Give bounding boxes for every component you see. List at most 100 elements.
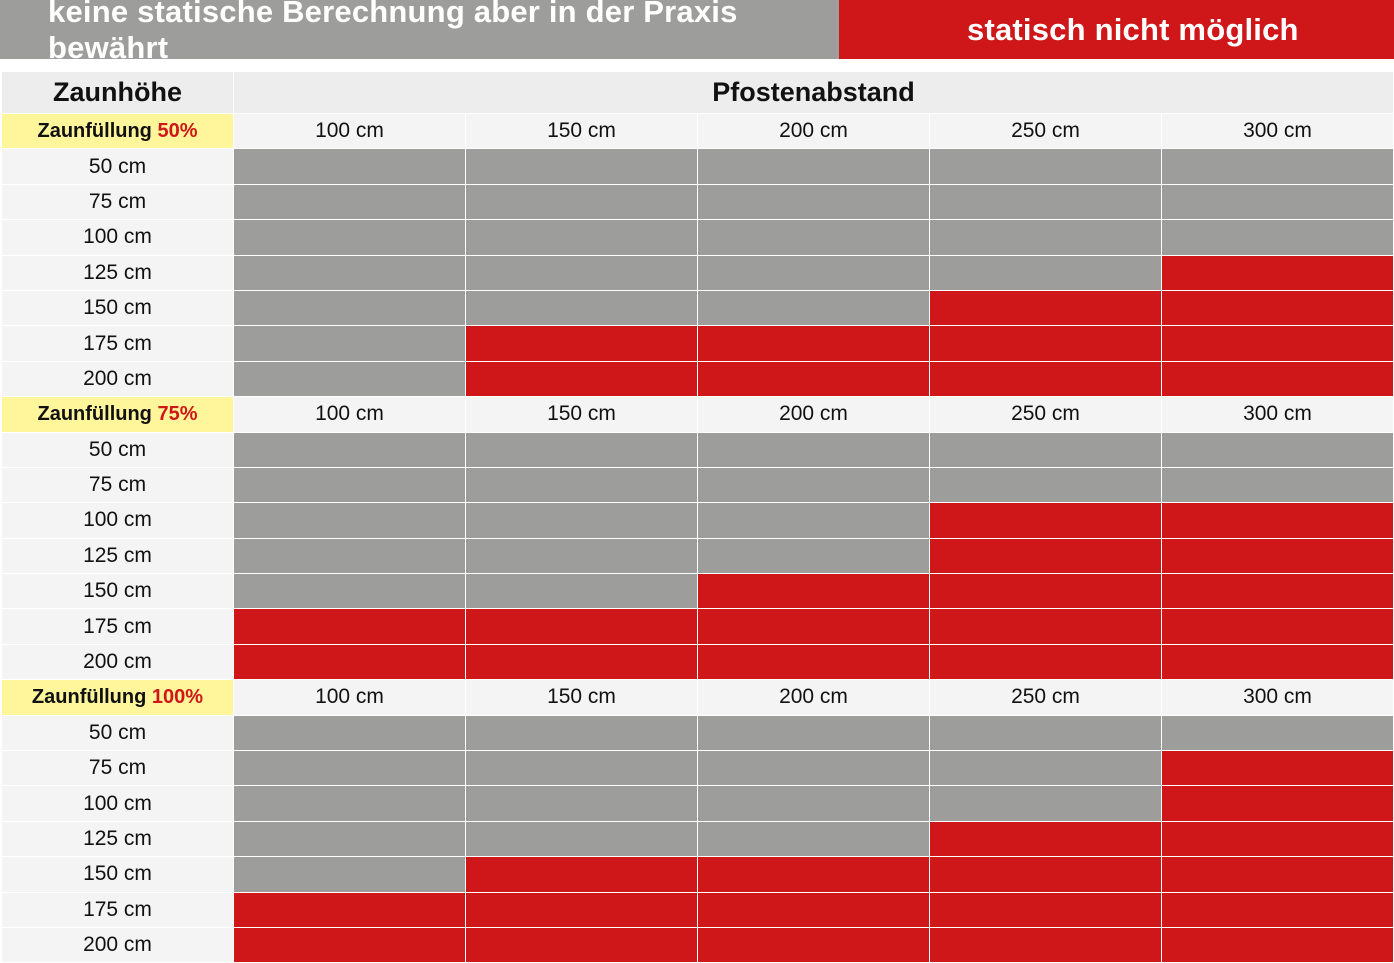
- status-cell-proven: [929, 785, 1162, 822]
- fill-percent: 100%: [151, 685, 204, 708]
- status-cell-not-possible: [1160, 856, 1394, 893]
- fence-height-label: 200 cm: [1, 926, 234, 963]
- table-row: 100 cm: [1, 502, 1394, 539]
- fence-height-label: 50 cm: [1, 148, 234, 185]
- status-cell-proven: [465, 254, 698, 291]
- status-cell-proven: [465, 750, 698, 787]
- status-cell-proven: [697, 183, 930, 221]
- status-cell-proven: [465, 431, 698, 468]
- status-cell-proven: [929, 431, 1162, 468]
- status-cell-proven: [233, 148, 466, 185]
- status-cell-proven: [233, 325, 466, 362]
- status-cell-proven: [465, 289, 698, 327]
- status-cell-not-possible: [697, 856, 930, 893]
- status-cell-proven: [929, 148, 1162, 185]
- status-cell-proven: [233, 537, 466, 575]
- status-cell-not-possible: [233, 608, 466, 645]
- status-cell-proven: [233, 183, 466, 221]
- status-cell-proven: [697, 466, 930, 504]
- status-cell-proven: [233, 714, 466, 752]
- table-row: 150 cm: [1, 289, 1394, 327]
- status-cell-proven: [465, 785, 698, 822]
- table-row: 125 cm: [1, 254, 1394, 291]
- status-cell-proven: [697, 219, 930, 256]
- status-cell-not-possible: [465, 608, 698, 645]
- section-header-row: Zaunfüllung 100% 100 cm 150 cm 200 cm 250 cm…: [1, 679, 1394, 716]
- status-cell-not-possible: [1160, 289, 1394, 327]
- status-cell-proven: [465, 573, 698, 610]
- status-cell-not-possible: [929, 360, 1162, 398]
- status-cell-proven: [929, 183, 1162, 221]
- table-row: 75 cm: [1, 750, 1394, 787]
- status-cell-not-possible: [1160, 750, 1394, 787]
- post-spacing-header: 300 cm: [1160, 396, 1394, 433]
- status-cell-not-possible: [929, 537, 1162, 575]
- post-spacing-header: 300 cm: [1160, 679, 1394, 716]
- post-spacing-header: 150 cm: [465, 112, 698, 150]
- section-header-row: Zaunfüllung 50% 100 cm 150 cm 200 cm 250 cm 3…: [1, 112, 1394, 150]
- status-cell-not-possible: [929, 502, 1162, 539]
- fill-label-cell: Zaunfüllung 50%: [1, 112, 234, 150]
- status-cell-proven: [697, 750, 930, 787]
- fence-height-label: 100 cm: [1, 502, 234, 539]
- post-spacing-header: 100 cm: [233, 396, 466, 433]
- table-row: 150 cm: [1, 856, 1394, 893]
- post-spacing-header: 150 cm: [465, 679, 698, 716]
- status-cell-proven: [929, 466, 1162, 504]
- fence-height-label: 125 cm: [1, 820, 234, 858]
- status-cell-not-possible: [1160, 785, 1394, 822]
- fence-height-label: 200 cm: [1, 643, 234, 681]
- status-cell-proven: [233, 820, 466, 858]
- status-cell-proven: [465, 537, 698, 575]
- fence-height-label: 150 cm: [1, 289, 234, 327]
- status-cell-not-possible: [465, 856, 698, 893]
- post-spacing-header: 300 cm: [1160, 112, 1394, 150]
- fill-label-cell: Zaunfüllung 75%: [1, 396, 234, 433]
- status-cell-not-possible: [1160, 325, 1394, 362]
- status-cell-not-possible: [1160, 926, 1394, 963]
- post-spacing-header: 150 cm: [465, 396, 698, 433]
- fence-height-label: 200 cm: [1, 360, 234, 398]
- status-cell-not-possible: [697, 325, 930, 362]
- legend-red-label: statisch nicht möglich: [967, 11, 1299, 47]
- status-cell-not-possible: [1160, 502, 1394, 539]
- status-cell-proven: [929, 714, 1162, 752]
- table-row: 200 cm: [1, 360, 1394, 398]
- status-cell-proven: [697, 785, 930, 822]
- status-cell-proven: [929, 750, 1162, 787]
- status-cell-proven: [233, 750, 466, 787]
- status-cell-not-possible: [1160, 537, 1394, 575]
- status-cell-proven: [233, 856, 466, 893]
- status-cell-proven: [697, 431, 930, 468]
- status-cell-proven: [465, 502, 698, 539]
- table-row: 175 cm: [1, 325, 1394, 362]
- status-cell-not-possible: [929, 820, 1162, 858]
- fence-table-body: Zaunhöhe Pfostenabstand Zaunfüllung 50% 1…: [1, 71, 1394, 963]
- status-cell-proven: [1160, 148, 1394, 185]
- post-spacing-header: 200 cm: [697, 112, 930, 150]
- status-cell-proven: [233, 360, 466, 398]
- fence-height-label: 125 cm: [1, 254, 234, 291]
- status-cell-proven: [697, 820, 930, 858]
- fill-label-cell: Zaunfüllung 100%: [1, 679, 234, 716]
- fence-height-label: 50 cm: [1, 714, 234, 752]
- status-cell-not-possible: [1160, 820, 1394, 858]
- status-cell-not-possible: [929, 891, 1162, 928]
- table-row: 175 cm: [1, 891, 1394, 928]
- table-row: 200 cm: [1, 643, 1394, 681]
- status-cell-proven: [929, 219, 1162, 256]
- status-cell-not-possible: [465, 325, 698, 362]
- status-cell-proven: [1160, 714, 1394, 752]
- status-cell-proven: [697, 502, 930, 539]
- fence-height-label: 75 cm: [1, 183, 234, 221]
- status-cell-not-possible: [929, 643, 1162, 681]
- status-cell-proven: [697, 714, 930, 752]
- row-header-cell: Zaunhöhe: [1, 71, 234, 114]
- status-cell-not-possible: [697, 891, 930, 928]
- status-cell-proven: [465, 183, 698, 221]
- fence-height-label: 175 cm: [1, 608, 234, 645]
- table-row: 200 cm: [1, 926, 1394, 963]
- status-cell-proven: [465, 466, 698, 504]
- fill-percent: 50%: [157, 119, 198, 142]
- status-cell-not-possible: [1160, 360, 1394, 398]
